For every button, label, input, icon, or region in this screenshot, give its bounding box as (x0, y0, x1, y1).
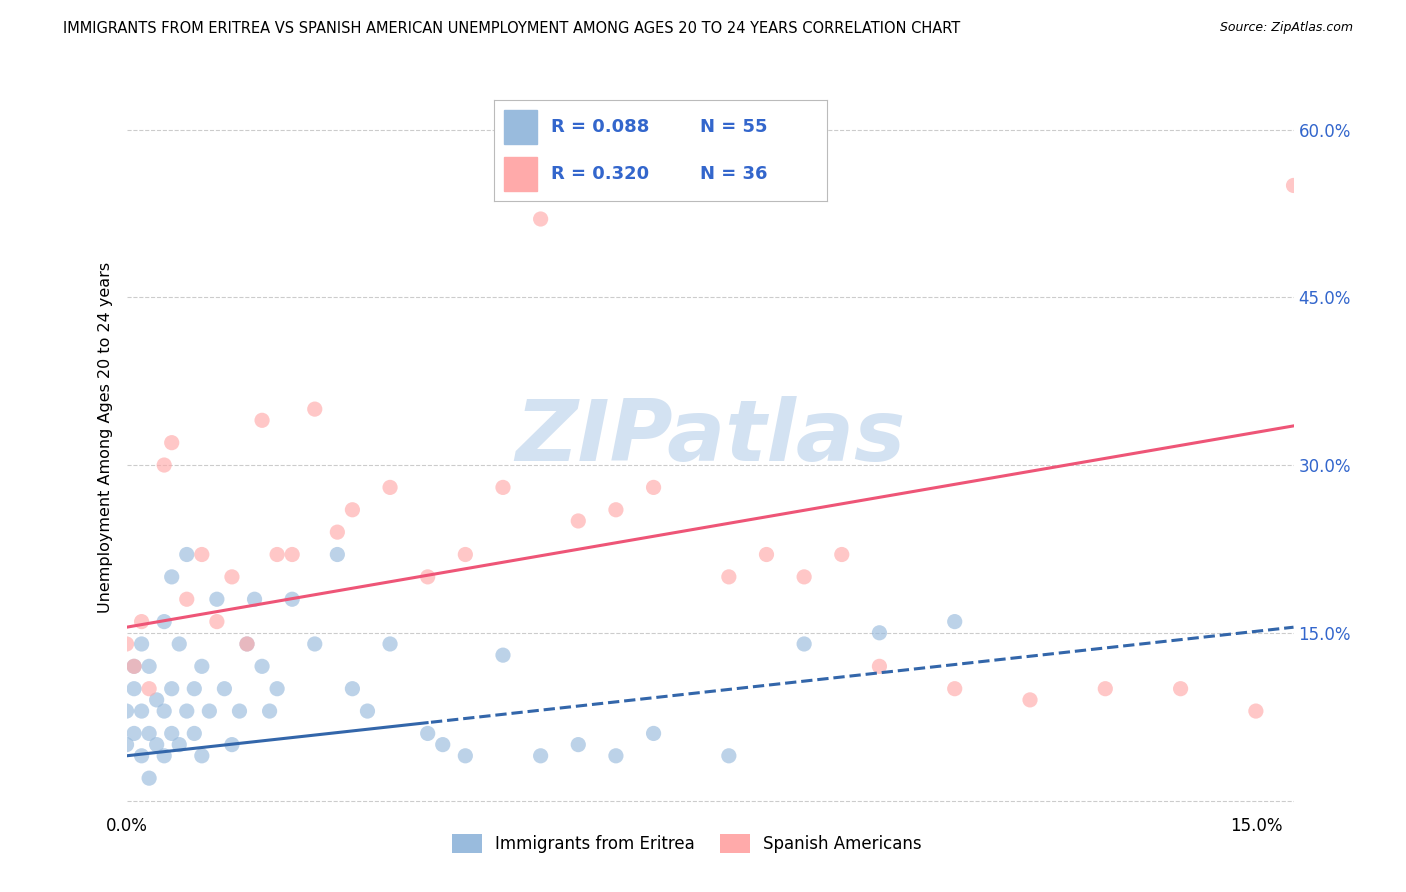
Point (236, 637, 259, 651)
Point (1094, 681, 1116, 696)
Point (831, 548, 853, 562)
Point (176, 704, 198, 718)
Point (183, 726, 205, 740)
Point (183, 681, 205, 696)
Text: IMMIGRANTS FROM ERITREA VS SPANISH AMERICAN UNEMPLOYMENT AMONG AGES 20 TO 24 YEA: IMMIGRANTS FROM ERITREA VS SPANISH AMERI… (63, 21, 960, 36)
Point (167, 637, 190, 651)
Point (138, 771, 160, 785)
Text: Source: ZipAtlas.com: Source: ZipAtlas.com (1219, 21, 1353, 34)
Point (266, 548, 288, 562)
Point (868, 659, 890, 673)
Point (755, 548, 778, 562)
Point (167, 738, 190, 752)
Point (236, 637, 259, 651)
Point (122, 659, 145, 673)
Point (1244, 704, 1267, 718)
Point (145, 693, 167, 707)
Point (605, 748, 627, 763)
Point (454, 548, 477, 562)
Text: ZIPatlas: ZIPatlas (515, 395, 905, 479)
Point (356, 704, 378, 718)
Point (250, 659, 273, 673)
Point (122, 681, 145, 696)
Point (221, 570, 243, 584)
Point (416, 570, 439, 584)
Point (138, 659, 160, 673)
Point (198, 704, 221, 718)
Point (221, 738, 243, 752)
Point (176, 548, 198, 562)
Point (567, 514, 589, 528)
Point (153, 458, 176, 472)
Point (160, 570, 183, 584)
Point (717, 570, 740, 584)
Point (326, 525, 349, 540)
Point (138, 726, 160, 740)
Point (160, 681, 183, 696)
Point (492, 480, 515, 494)
Point (530, 748, 553, 763)
Point (793, 637, 815, 651)
Point (416, 726, 439, 740)
Point (131, 615, 153, 629)
Point (160, 435, 183, 450)
Point (115, 704, 138, 718)
Point (304, 637, 326, 651)
Point (868, 625, 890, 640)
Point (1170, 681, 1192, 696)
Point (122, 659, 145, 673)
Point (259, 704, 281, 718)
Point (281, 548, 304, 562)
Point (138, 681, 160, 696)
Point (943, 681, 966, 696)
Point (205, 615, 228, 629)
Point (378, 637, 401, 651)
Point (281, 592, 304, 607)
Point (191, 659, 214, 673)
Legend: Immigrants from Eritrea, Spanish Americans: Immigrants from Eritrea, Spanish America… (446, 827, 928, 860)
Point (432, 738, 454, 752)
Point (214, 681, 236, 696)
Point (1019, 693, 1042, 707)
Point (115, 637, 138, 651)
Y-axis label: Unemployment Among Ages 20 to 24 years: Unemployment Among Ages 20 to 24 years (97, 261, 112, 613)
Point (131, 637, 153, 651)
Point (115, 738, 138, 752)
Point (492, 648, 515, 662)
Point (567, 738, 589, 752)
Point (153, 704, 176, 718)
Point (250, 413, 273, 427)
Point (793, 570, 815, 584)
Point (378, 480, 401, 494)
Point (131, 748, 153, 763)
Point (228, 704, 250, 718)
Point (1282, 178, 1305, 193)
Point (643, 726, 665, 740)
Point (176, 592, 198, 607)
Point (160, 726, 183, 740)
Point (304, 402, 326, 417)
Point (266, 681, 288, 696)
Point (153, 615, 176, 629)
Point (717, 748, 740, 763)
Point (243, 592, 266, 607)
Point (943, 615, 966, 629)
Point (342, 502, 364, 516)
Point (191, 548, 214, 562)
Point (326, 548, 349, 562)
Point (605, 502, 627, 516)
Point (191, 748, 214, 763)
Point (342, 681, 364, 696)
Point (131, 704, 153, 718)
Point (454, 748, 477, 763)
Point (205, 592, 228, 607)
Point (122, 726, 145, 740)
Point (530, 212, 553, 227)
Point (145, 738, 167, 752)
Point (643, 480, 665, 494)
Point (153, 748, 176, 763)
